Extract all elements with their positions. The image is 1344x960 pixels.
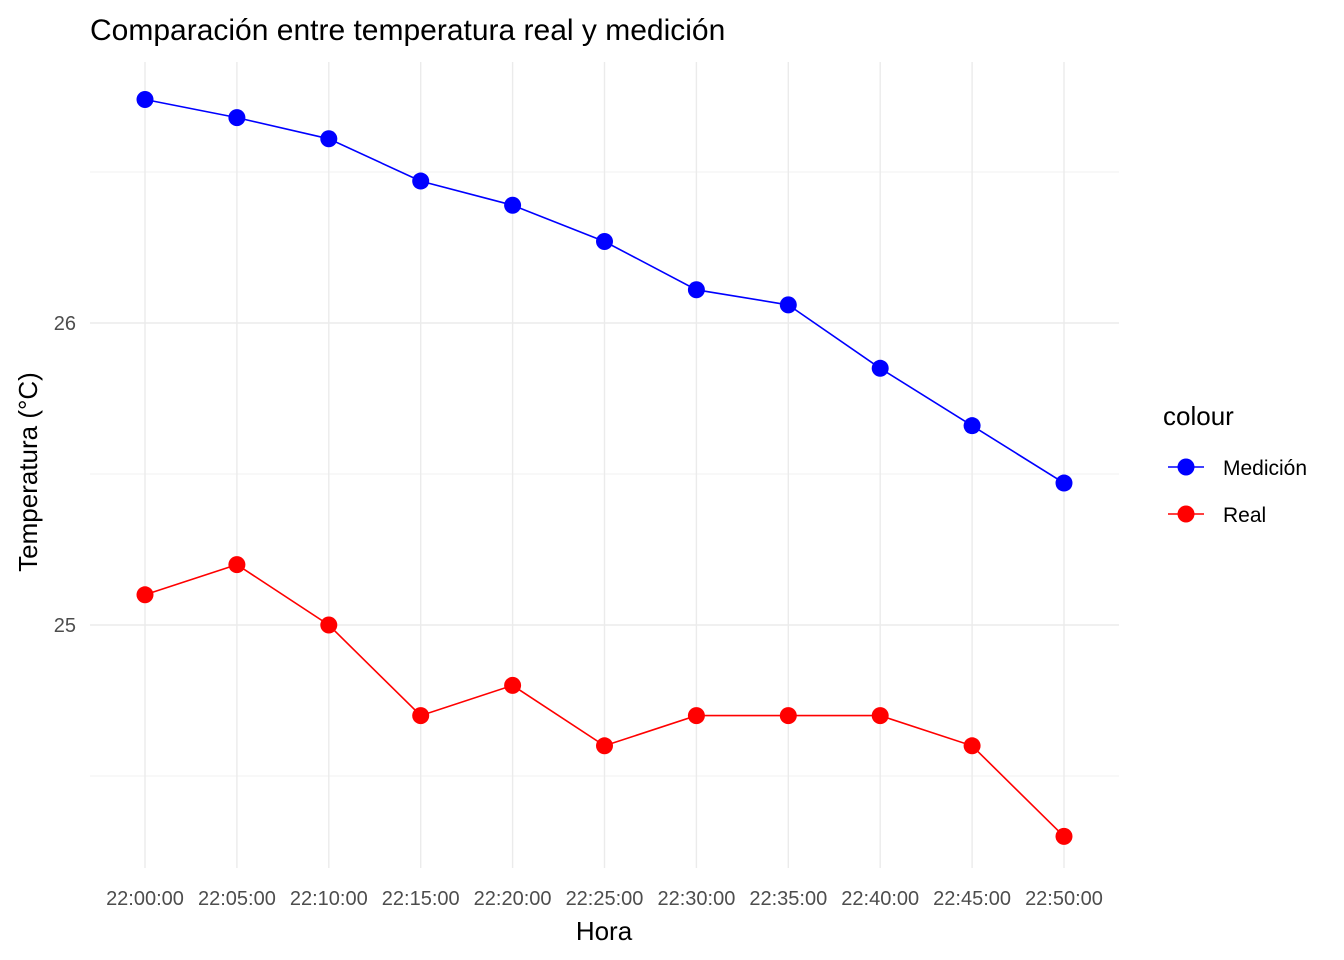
legend-key-point bbox=[1177, 458, 1195, 476]
x-tick-label: 22:35:00 bbox=[749, 888, 827, 910]
legend-items: Medición Real bbox=[1168, 457, 1307, 527]
legend-item: Real bbox=[1168, 504, 1266, 527]
grid bbox=[90, 62, 1119, 868]
data-point bbox=[320, 616, 338, 634]
chart-title: Comparación entre temperatura real y med… bbox=[90, 14, 725, 47]
y-tick-label: 26 bbox=[54, 313, 76, 335]
y-axis-title: Temperatura (°C) bbox=[13, 372, 43, 572]
x-tick-labels: 22:00:00 22:05:00 22:10:00 22:15:00 22:20:00… bbox=[106, 888, 1103, 910]
data-point bbox=[504, 676, 522, 694]
x-tick-label: 22:05:00 bbox=[198, 888, 276, 910]
data-point bbox=[687, 281, 705, 299]
data-point bbox=[228, 109, 246, 127]
legend: colour Medición Real bbox=[1163, 401, 1307, 527]
data-point bbox=[136, 91, 154, 109]
legend-label: Real bbox=[1223, 504, 1266, 527]
data-point bbox=[871, 707, 889, 725]
x-tick-label: 22:45:00 bbox=[933, 888, 1011, 910]
series-points bbox=[136, 91, 1073, 845]
x-axis-title: Hora bbox=[576, 916, 633, 946]
x-tick-label: 22:00:00 bbox=[106, 888, 184, 910]
x-tick-label: 22:20:00 bbox=[474, 888, 552, 910]
x-tick-label: 22:50:00 bbox=[1025, 888, 1103, 910]
data-point bbox=[412, 707, 430, 725]
data-point bbox=[963, 417, 981, 435]
data-point bbox=[596, 737, 613, 755]
data-point bbox=[596, 232, 613, 250]
data-point bbox=[504, 196, 522, 214]
data-point bbox=[779, 707, 797, 725]
data-point bbox=[320, 130, 338, 148]
data-point bbox=[136, 586, 154, 604]
legend-label: Medición bbox=[1223, 457, 1307, 480]
x-tick-label: 22:25:00 bbox=[566, 888, 644, 910]
legend-key-point bbox=[1177, 505, 1195, 523]
data-point bbox=[1055, 827, 1073, 845]
x-tick-label: 22:15:00 bbox=[382, 888, 460, 910]
x-tick-label: 22:10:00 bbox=[290, 888, 368, 910]
y-tick-label: 25 bbox=[54, 615, 76, 637]
data-point bbox=[1055, 474, 1073, 492]
data-point bbox=[779, 296, 797, 314]
y-tick-labels: 25 26 bbox=[54, 313, 76, 637]
data-point bbox=[412, 172, 430, 190]
x-tick-label: 22:30:00 bbox=[657, 888, 735, 910]
legend-item: Medición bbox=[1168, 457, 1307, 480]
data-point bbox=[687, 707, 705, 725]
data-point bbox=[871, 359, 889, 377]
legend-title: colour bbox=[1163, 401, 1234, 431]
data-point bbox=[963, 737, 981, 755]
x-tick-label: 22:40:00 bbox=[841, 888, 919, 910]
data-point bbox=[228, 556, 246, 574]
